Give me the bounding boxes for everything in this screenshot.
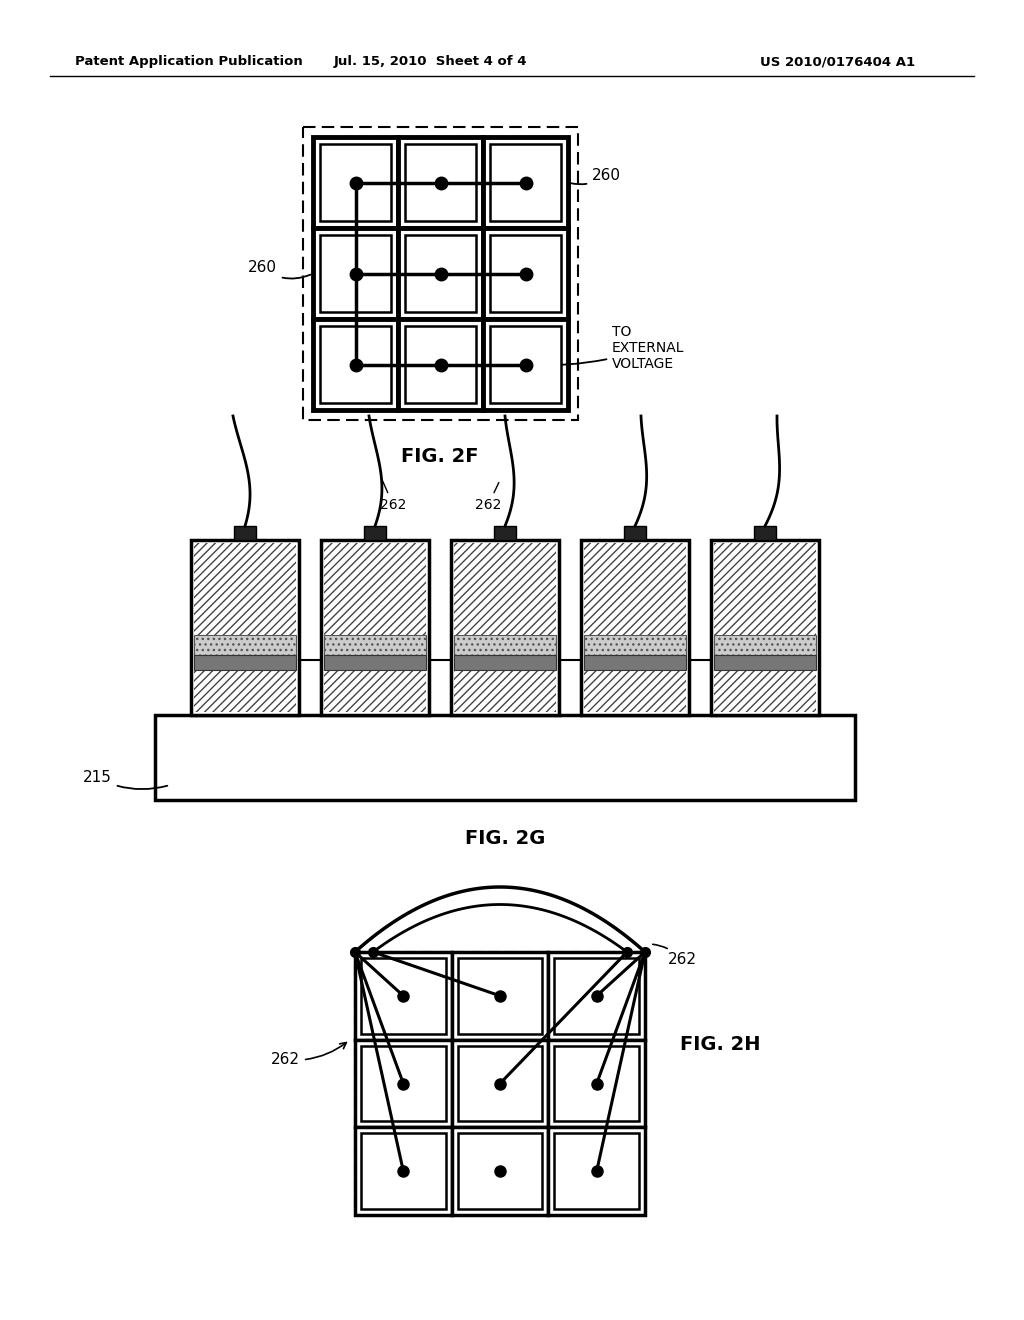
Text: US 2010/0176404 A1: US 2010/0176404 A1: [760, 55, 915, 69]
Polygon shape: [714, 655, 816, 671]
Text: 262: 262: [652, 944, 697, 968]
Polygon shape: [194, 543, 296, 711]
Polygon shape: [364, 525, 386, 540]
Polygon shape: [355, 1040, 452, 1127]
Polygon shape: [355, 1127, 452, 1214]
Polygon shape: [313, 137, 398, 228]
Polygon shape: [454, 655, 556, 671]
Polygon shape: [711, 540, 819, 715]
Polygon shape: [458, 1045, 543, 1121]
Polygon shape: [548, 1127, 645, 1214]
Polygon shape: [548, 952, 645, 1040]
Polygon shape: [458, 1134, 543, 1209]
Polygon shape: [324, 635, 426, 655]
Text: 260: 260: [570, 168, 621, 185]
Polygon shape: [319, 144, 391, 220]
Polygon shape: [398, 228, 483, 319]
Text: FIG. 2G: FIG. 2G: [465, 829, 545, 847]
Polygon shape: [624, 525, 646, 540]
Polygon shape: [452, 1127, 548, 1214]
Polygon shape: [324, 543, 426, 711]
Polygon shape: [490, 144, 561, 220]
Text: Patent Application Publication: Patent Application Publication: [75, 55, 303, 69]
Polygon shape: [584, 543, 686, 711]
Polygon shape: [155, 715, 855, 800]
Polygon shape: [319, 235, 391, 312]
Polygon shape: [581, 540, 689, 715]
Text: FIG. 2H: FIG. 2H: [680, 1035, 761, 1055]
Text: 262: 262: [271, 1043, 346, 1068]
Polygon shape: [554, 958, 639, 1034]
Polygon shape: [194, 635, 296, 655]
Text: 215: 215: [83, 771, 167, 789]
Polygon shape: [398, 319, 483, 411]
Polygon shape: [361, 1045, 445, 1121]
Text: 262: 262: [380, 478, 407, 512]
Polygon shape: [584, 635, 686, 655]
Polygon shape: [458, 958, 543, 1034]
Polygon shape: [452, 952, 548, 1040]
Polygon shape: [361, 958, 445, 1034]
Polygon shape: [454, 635, 556, 655]
Polygon shape: [451, 540, 559, 715]
Text: TO
EXTERNAL
VOLTAGE: TO EXTERNAL VOLTAGE: [530, 325, 684, 371]
Text: Jul. 15, 2010  Sheet 4 of 4: Jul. 15, 2010 Sheet 4 of 4: [333, 55, 526, 69]
Polygon shape: [554, 1045, 639, 1121]
Polygon shape: [398, 137, 483, 228]
Polygon shape: [714, 635, 816, 655]
Polygon shape: [313, 228, 398, 319]
Polygon shape: [494, 525, 516, 540]
Polygon shape: [554, 1134, 639, 1209]
Polygon shape: [483, 137, 568, 228]
Polygon shape: [754, 525, 776, 540]
Text: 260: 260: [248, 260, 310, 279]
Polygon shape: [454, 543, 556, 711]
Polygon shape: [319, 326, 391, 403]
Polygon shape: [584, 655, 686, 671]
Polygon shape: [714, 543, 816, 711]
Polygon shape: [483, 228, 568, 319]
Polygon shape: [355, 952, 452, 1040]
Polygon shape: [191, 540, 299, 715]
Polygon shape: [313, 319, 398, 411]
Polygon shape: [548, 1040, 645, 1127]
Polygon shape: [234, 525, 256, 540]
Polygon shape: [490, 326, 561, 403]
Polygon shape: [321, 540, 429, 715]
Text: FIG. 2F: FIG. 2F: [401, 446, 479, 466]
Polygon shape: [194, 655, 296, 671]
Polygon shape: [490, 235, 561, 312]
Polygon shape: [355, 952, 645, 1214]
Polygon shape: [483, 319, 568, 411]
Polygon shape: [324, 655, 426, 671]
Polygon shape: [361, 1134, 445, 1209]
Polygon shape: [406, 235, 476, 312]
Polygon shape: [406, 326, 476, 403]
Text: 262: 262: [475, 483, 502, 512]
Polygon shape: [406, 144, 476, 220]
Polygon shape: [452, 1040, 548, 1127]
